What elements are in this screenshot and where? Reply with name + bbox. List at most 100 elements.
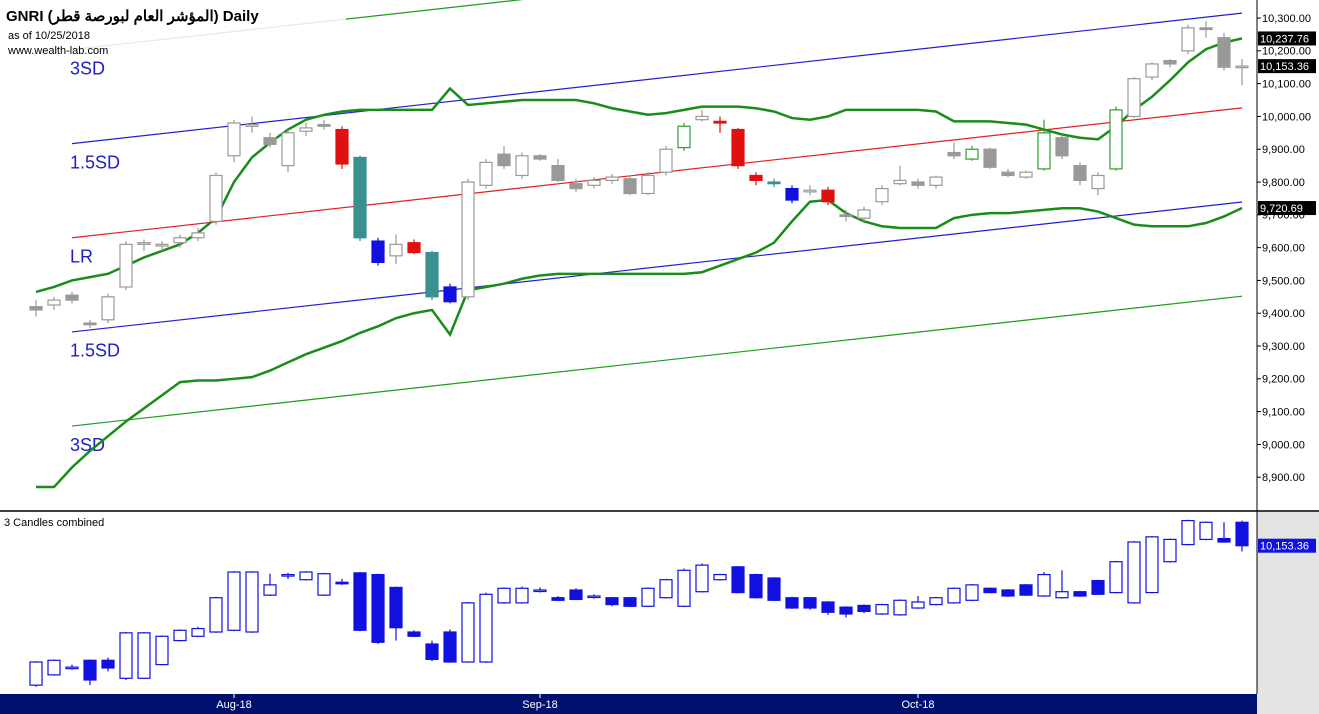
candle-body	[425, 251, 439, 298]
candle-body	[1163, 60, 1177, 65]
y-tick-label: 9,000.00	[1262, 439, 1305, 451]
candle-body	[713, 573, 727, 581]
candle-body	[1145, 63, 1159, 78]
candle-body	[569, 589, 583, 601]
candle-body	[1199, 27, 1213, 31]
candle-body	[335, 128, 349, 165]
candle-body	[1181, 27, 1195, 52]
candle-body	[47, 299, 61, 306]
channel-label: LR	[70, 247, 93, 267]
bollinger-band	[35, 37, 1243, 294]
channel-line	[71, 12, 1243, 145]
candle-body	[299, 571, 313, 581]
candle-body	[1145, 536, 1159, 594]
lower-pane-title: 3 Candles combined	[4, 517, 104, 529]
candle-body	[245, 571, 259, 633]
candle-body	[821, 189, 835, 203]
lower-pane	[29, 519, 1249, 687]
channel-line	[71, 201, 1243, 333]
candle-body	[119, 632, 133, 679]
candle-body	[443, 286, 457, 303]
candle-body	[83, 322, 97, 326]
candle-body	[857, 209, 871, 219]
axes: 8,900.00 9,000.00 9,100.00 9,200.00 9,300.00…	[216, 13, 1316, 711]
candle-body	[839, 214, 853, 218]
candle-body	[767, 577, 781, 601]
candle-body	[821, 601, 835, 613]
candle-body	[767, 181, 781, 185]
candle-body	[245, 124, 259, 127]
candle-body	[893, 599, 907, 616]
candle-body	[353, 572, 367, 631]
y-tick-label: 10,300.00	[1262, 13, 1311, 25]
candle-body	[587, 179, 601, 186]
y-tick-label: 9,300.00	[1262, 341, 1305, 353]
candle-body	[641, 587, 655, 607]
candle-body	[1037, 573, 1051, 597]
candle-body	[875, 603, 889, 615]
candle-body	[605, 597, 619, 606]
bollinger-band	[36, 198, 1243, 489]
candle-body	[659, 579, 673, 599]
candle-body	[947, 151, 961, 157]
candle-body	[569, 183, 583, 190]
candle-body	[695, 564, 709, 593]
candle-body	[1127, 78, 1141, 118]
candle-body	[983, 587, 997, 594]
candle-body	[1019, 171, 1033, 178]
date-bar	[0, 694, 1257, 714]
candle-body	[1073, 165, 1087, 181]
candle-body	[425, 643, 439, 661]
candle-body	[65, 294, 79, 301]
candle-body	[407, 242, 421, 254]
candle-body	[335, 581, 349, 585]
candle-body	[389, 243, 403, 257]
candle-body	[1019, 584, 1033, 596]
candle-body	[173, 629, 187, 642]
candle-body	[1109, 109, 1123, 170]
channel-label: 3SD	[70, 58, 105, 78]
last-value-box	[1258, 31, 1316, 46]
candle-body	[47, 659, 61, 676]
candle-body	[155, 243, 169, 247]
candle-body	[1073, 591, 1087, 597]
candle-body	[227, 571, 241, 631]
candle-body	[1163, 538, 1177, 563]
candle-body	[389, 586, 403, 629]
y-tick-label: 8,900.00	[1262, 472, 1305, 484]
candle-body	[137, 242, 151, 245]
candle-body	[839, 606, 853, 615]
candle-body	[83, 659, 97, 681]
channel-line	[71, 295, 1243, 427]
candle-body	[101, 296, 115, 321]
candle-body	[1217, 537, 1231, 543]
candle-body	[281, 132, 295, 167]
candle-body	[911, 601, 925, 609]
candle-body	[1199, 521, 1213, 541]
candle-body	[587, 595, 601, 599]
y-tick-label: 9,200.00	[1262, 374, 1305, 386]
candle-body	[1235, 65, 1249, 69]
y-tick-label: 10,200.00	[1262, 46, 1311, 58]
candle-body	[731, 128, 745, 167]
candle-body	[1055, 591, 1069, 599]
candle-body	[1217, 37, 1231, 68]
candle-body	[29, 661, 43, 686]
candle-body	[263, 137, 277, 145]
candle-body	[353, 156, 367, 239]
candle-body	[479, 593, 493, 663]
candle-body	[461, 181, 475, 298]
candle-body	[983, 148, 997, 168]
x-tick-label: Sep-18	[522, 699, 557, 711]
candle-body	[1055, 137, 1069, 157]
candle-body	[119, 243, 133, 288]
candle-body	[893, 179, 907, 185]
candle-body	[911, 181, 925, 186]
candle-body	[785, 187, 799, 201]
candle-body	[695, 115, 709, 121]
candle-body	[155, 635, 169, 666]
candle-body	[965, 148, 979, 160]
candle-body	[1127, 541, 1141, 604]
candle-body	[461, 602, 475, 663]
